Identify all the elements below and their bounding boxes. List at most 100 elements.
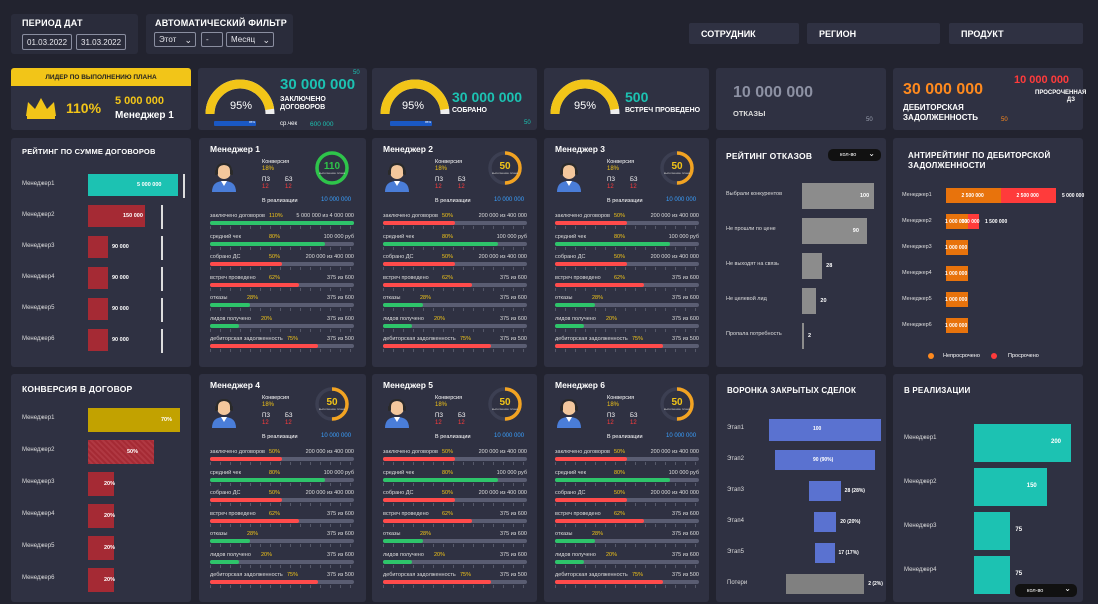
inwork-bar[interactable] [974,424,1071,462]
bz-label: БЗ [458,177,466,183]
metric-pct: 62% [614,274,626,281]
metric-track[interactable] [210,539,354,543]
metric-track[interactable] [555,303,699,307]
rating-bar[interactable] [88,267,108,289]
rating-target-line [183,174,185,198]
antirating-bar-not-overdue[interactable] [946,214,968,229]
legend-overdue: Просрочено [1008,353,1039,359]
metric-track[interactable] [383,221,527,225]
refusal-bar[interactable] [802,288,817,314]
metric-track[interactable] [210,498,354,502]
metric-track[interactable] [555,539,699,543]
antirating-bar-not-overdue[interactable] [946,292,968,307]
metric-label: лидов получено [210,551,251,558]
metric-track[interactable] [383,303,527,307]
metric-label: дебиторская задолженность [383,336,456,342]
metric-track[interactable] [383,457,527,461]
metric-track[interactable] [210,559,354,564]
funnel-value: 100 [813,426,822,432]
rating-row-value: 150 000 [123,213,143,219]
metric-ticks [555,544,699,547]
metric-track[interactable] [555,457,699,461]
inwork-bar[interactable] [974,512,1011,550]
pz-value: 12 [607,420,614,426]
inwork-dropdown[interactable]: кол-во ⌄ [1015,584,1077,597]
plan-ring-value: 50 [671,397,683,408]
metric-track[interactable] [555,323,699,328]
conversion-bar[interactable] [88,440,154,464]
funnel-bar[interactable] [785,574,865,594]
antirating-bar-not-overdue[interactable] [946,240,968,255]
meetings-caption: ВСТРЕЧ ПРОВЕДЕНО [625,107,701,114]
conversion-bar[interactable] [88,536,115,560]
funnel-bar[interactable] [774,450,876,470]
metric-ticks [555,585,699,588]
metric-fill [210,559,239,564]
metric-track[interactable] [210,262,354,266]
refusal-bar[interactable] [802,253,823,279]
metric-track[interactable] [383,539,527,543]
employee-button[interactable]: СОТРУДНИК [689,23,799,44]
conversion-bar[interactable] [88,472,115,496]
conversion-bar[interactable] [88,568,115,592]
rating-row-name: Менеджер1 [22,181,55,187]
rating-bar[interactable] [88,174,178,196]
metric-label: заключено договоров [210,449,265,455]
antirating-bar-not-overdue[interactable] [946,318,968,333]
metric-label: дебиторская задолженность [210,572,283,578]
metric-label: собрано ДС [210,254,241,260]
metric-track[interactable] [210,457,354,461]
inwork-bar[interactable] [974,556,1011,594]
funnel-bar[interactable] [813,512,837,532]
rating-bar[interactable] [88,236,108,258]
date-from-input[interactable]: 01.03.2022 [22,34,72,50]
metric-track[interactable] [210,303,354,307]
antirating-bar-overdue[interactable] [1001,188,1056,203]
metric-track[interactable] [383,498,527,502]
antirating-bar-overdue[interactable] [968,214,979,229]
rating-target-line [161,298,163,322]
date-to-input[interactable]: 31.03.2022 [76,34,126,50]
metric-pct: 75% [287,336,299,342]
auto-this-select[interactable]: Этот ⌄ [154,32,196,47]
metric-track[interactable] [210,323,354,328]
conversion-bar[interactable] [88,408,180,432]
metric-track[interactable] [383,559,527,564]
refusal-bar[interactable] [802,183,874,209]
conversion-row-name: Менеджер5 [22,543,55,549]
auto-period-select[interactable]: Месяц ⌄ [226,32,274,47]
metric-pct: 50% [442,254,454,260]
metric-label: встреч проведено [210,274,256,281]
refusal-bar[interactable] [802,218,867,244]
product-button[interactable]: ПРОДУКТ [949,23,1083,44]
metric-track[interactable] [383,262,527,266]
metric-ticks [555,308,699,311]
conversion-bar[interactable] [88,504,115,528]
metric-value: 375 из 600 [326,531,354,537]
funnel-bar[interactable] [769,419,881,441]
metric-track[interactable] [555,221,699,225]
metric-ticks [555,246,699,250]
rating-bar[interactable] [88,205,145,227]
metric-pct: 28% [247,295,259,301]
rating-bar[interactable] [88,329,108,351]
inwork-bar[interactable] [974,468,1047,506]
metric-pct: 75% [632,572,644,578]
metric-track[interactable] [555,262,699,266]
region-button[interactable]: РЕГИОН [807,23,940,44]
metric-label: средний чек [210,233,241,240]
auto-count-select[interactable]: - [201,32,223,47]
funnel-bar[interactable] [809,481,841,501]
metric-ticks [383,349,527,352]
antirating-bar-not-overdue[interactable] [946,266,968,281]
antirating-bar-not-overdue[interactable] [946,188,1001,203]
refusals-dropdown[interactable]: кол-во ⌄ [828,149,881,161]
funnel-bar[interactable] [815,543,835,563]
collected-mini-pct: 95% [424,120,431,124]
rating-bar[interactable] [88,298,108,320]
metric-track[interactable] [555,559,699,564]
metric-label: заключено договоров [555,449,610,455]
metric-track[interactable] [555,498,699,502]
refusal-bar[interactable] [802,323,804,349]
metric-track[interactable] [383,323,527,328]
